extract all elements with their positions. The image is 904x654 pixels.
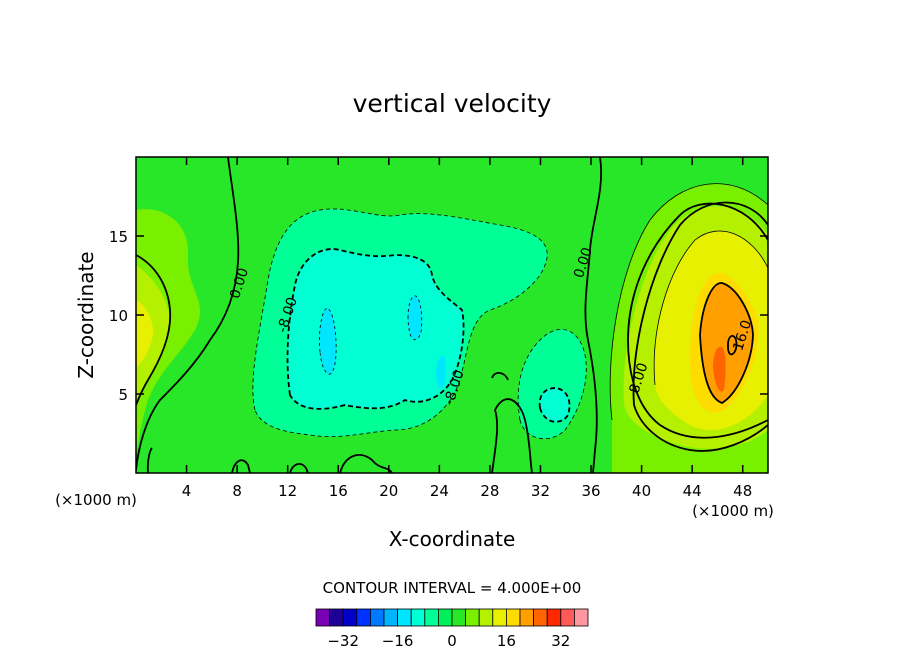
colorbar-swatch bbox=[315, 608, 331, 627]
plot-area bbox=[136, 157, 768, 473]
colorbar-swatch bbox=[424, 608, 439, 627]
contour-level-4 bbox=[609, 183, 768, 421]
colorbar-swatch bbox=[437, 608, 453, 627]
x-unit-left: (×1000 m) bbox=[55, 491, 137, 509]
x-tick-label: 36 bbox=[581, 482, 600, 500]
x-tick-label: 40 bbox=[632, 482, 651, 500]
contour-level-8-b bbox=[633, 404, 768, 452]
colorbar-swatch bbox=[369, 608, 385, 627]
y-tick-label: 15 bbox=[109, 228, 128, 246]
x-tick-label: 20 bbox=[379, 482, 398, 500]
fill-level-12-left bbox=[136, 300, 154, 368]
colorbar-swatch bbox=[342, 608, 358, 627]
colorbar-swatch bbox=[505, 608, 521, 627]
colorbar-swatch bbox=[560, 608, 575, 627]
x-tick-label: 48 bbox=[733, 482, 752, 500]
colorbar-swatch bbox=[546, 608, 562, 627]
contour-level-12 bbox=[653, 230, 768, 386]
fill-level-minus-12-b bbox=[408, 295, 422, 340]
colorbar-tick-label: 16 bbox=[497, 632, 516, 650]
x-axis: 4 8 12 16 20 24 28 32 36 40 44 48 bbox=[182, 157, 752, 500]
contour-zero-bump bbox=[491, 398, 533, 473]
colorbar: −32 −16 0 16 32 bbox=[315, 608, 589, 650]
contour-zero-left bbox=[136, 157, 240, 471]
x-tick-label: 16 bbox=[329, 482, 348, 500]
contour-minus-4 bbox=[252, 208, 548, 437]
x-tick-label: 8 bbox=[232, 482, 242, 500]
colorbar-tick-label: −32 bbox=[327, 632, 359, 650]
x-unit-right: (×1000 m) bbox=[692, 502, 774, 520]
contour-zero-left-c bbox=[146, 447, 153, 473]
contour-minus-12 bbox=[319, 307, 337, 375]
colorbar-swatch bbox=[397, 608, 412, 627]
x-tick-label: 24 bbox=[430, 482, 449, 500]
colorbar-swatch bbox=[492, 608, 507, 627]
y-tick-label: 5 bbox=[118, 386, 128, 404]
colorbar-swatch bbox=[356, 608, 371, 627]
contour-zero-left-e bbox=[289, 463, 309, 473]
colorbar-tick-label: −16 bbox=[382, 632, 414, 650]
contour-zero-left-d bbox=[231, 459, 251, 473]
x-tick-label: 44 bbox=[683, 482, 702, 500]
contour-zero-bump-b bbox=[491, 372, 509, 381]
contour-lines bbox=[136, 157, 768, 473]
colorbar-swatch bbox=[574, 608, 589, 627]
x-tick-label: 12 bbox=[278, 482, 297, 500]
x-axis-label: X-coordinate bbox=[389, 527, 516, 551]
colorbar-swatch bbox=[329, 608, 344, 627]
colorbar-swatch bbox=[478, 608, 494, 627]
y-axis-label: Z-coordinate bbox=[74, 251, 98, 378]
colorbar-swatch bbox=[451, 608, 467, 627]
x-tick-label: 32 bbox=[531, 482, 550, 500]
y-tick-label: 10 bbox=[109, 307, 128, 325]
contour-zero-mid bbox=[584, 157, 602, 473]
y-axis: 5 10 15 bbox=[109, 228, 768, 404]
contour-zero-left-f bbox=[339, 454, 393, 473]
colorbar-swatch bbox=[533, 608, 548, 627]
fill-level-minus-12 bbox=[319, 308, 337, 375]
contour-level-8 bbox=[632, 201, 768, 406]
colorbar-tick-label: 32 bbox=[551, 632, 570, 650]
contour-zero-left-b bbox=[136, 254, 172, 406]
colorbar-swatch bbox=[519, 608, 535, 627]
contour-level-24 bbox=[727, 334, 738, 356]
fill-level-28 bbox=[713, 346, 726, 392]
contour-zero-right bbox=[627, 202, 768, 439]
fill-level-minus-8-b bbox=[539, 388, 570, 422]
fill-level-24 bbox=[700, 282, 753, 403]
contour-level-16 bbox=[699, 282, 754, 404]
colorbar-tick-label: 0 bbox=[447, 632, 457, 650]
contour-minus-12-b bbox=[407, 295, 423, 341]
contour-minus-4-b bbox=[517, 329, 587, 439]
contour-interval-text: CONTOUR INTERVAL = 4.000E+00 bbox=[323, 579, 582, 597]
x-tick-label: 28 bbox=[480, 482, 499, 500]
colorbar-swatch bbox=[465, 608, 480, 627]
colorbar-swatch bbox=[410, 608, 426, 627]
chart-title: vertical velocity bbox=[353, 89, 552, 118]
contour-minus-8-b bbox=[538, 387, 571, 423]
fill-level-minus-12-c bbox=[436, 355, 446, 389]
x-tick-label: 4 bbox=[182, 482, 192, 500]
colorbar-swatch bbox=[383, 608, 399, 627]
